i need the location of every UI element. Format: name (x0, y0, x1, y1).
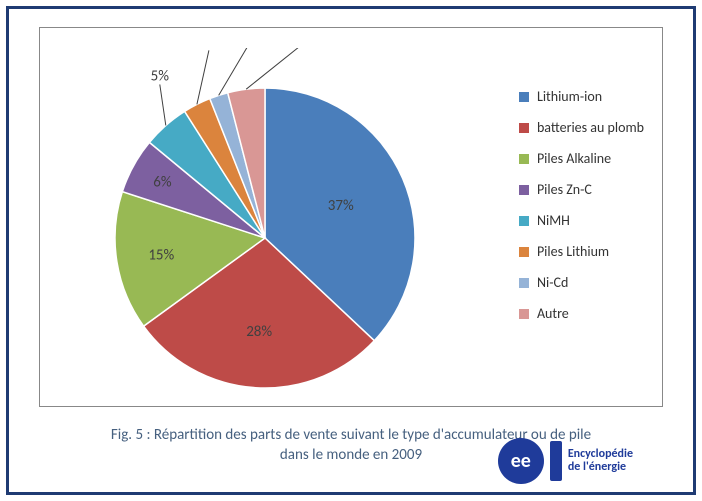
logo-tab (550, 441, 562, 481)
legend-swatch (519, 185, 529, 195)
slice-label: 5% (151, 67, 170, 85)
legend-item: Piles Lithium (519, 243, 644, 260)
legend-label: Piles Alkaline (537, 150, 611, 167)
legend-item: Autre (519, 305, 644, 322)
legend-swatch (519, 154, 529, 164)
brand-logo: ee Encyclopédie de l'énergie (498, 438, 633, 484)
legend-swatch (519, 123, 529, 133)
caption-line2: dans le monde en 2009 (280, 446, 422, 464)
logo-text-line2: de l'énergie (568, 460, 626, 474)
legend-item: Piles Zn-C (519, 181, 644, 198)
legend-swatch (519, 278, 529, 288)
legend-label: Piles Lithium (537, 243, 609, 260)
legend-label: batteries au plomb (537, 119, 644, 136)
slice-label: 3% (200, 48, 219, 51)
chart-area: 37%28%15%6%5%3%2%4% Lithium-ionbatteries… (39, 27, 663, 407)
logo-text-line1: Encyclopédie (568, 447, 633, 461)
legend-item: batteries au plomb (519, 119, 644, 136)
pie-chart: 37%28%15%6%5%3%2%4% (80, 48, 420, 388)
outer-frame: 37%28%15%6%5%3%2%4% Lithium-ionbatteries… (6, 6, 696, 495)
legend-label: Lithium-ion (537, 88, 602, 105)
legend-item: Piles Alkaline (519, 150, 644, 167)
slice-label: 28% (246, 323, 272, 341)
logo-mark-text: ee (511, 449, 531, 473)
legend-label: Autre (537, 305, 569, 322)
legend-swatch (519, 247, 529, 257)
legend-item: Ni-Cd (519, 274, 644, 291)
slice-label: 6% (153, 174, 172, 192)
legend-item: NiMH (519, 212, 644, 229)
legend-label: Ni-Cd (537, 274, 568, 291)
logo-mark: ee (498, 438, 544, 484)
legend-swatch (519, 216, 529, 226)
legend: Lithium-ion batteries au plomb Piles Alkal… (519, 88, 644, 336)
slice-label: 15% (148, 246, 174, 264)
legend-label: Piles Zn-C (537, 181, 592, 198)
legend-swatch (519, 92, 529, 102)
legend-label: NiMH (537, 212, 570, 229)
legend-item: Lithium-ion (519, 88, 644, 105)
logo-text: Encyclopédie de l'énergie (568, 448, 633, 474)
slice-label: 37% (328, 197, 354, 215)
legend-swatch (519, 309, 529, 319)
